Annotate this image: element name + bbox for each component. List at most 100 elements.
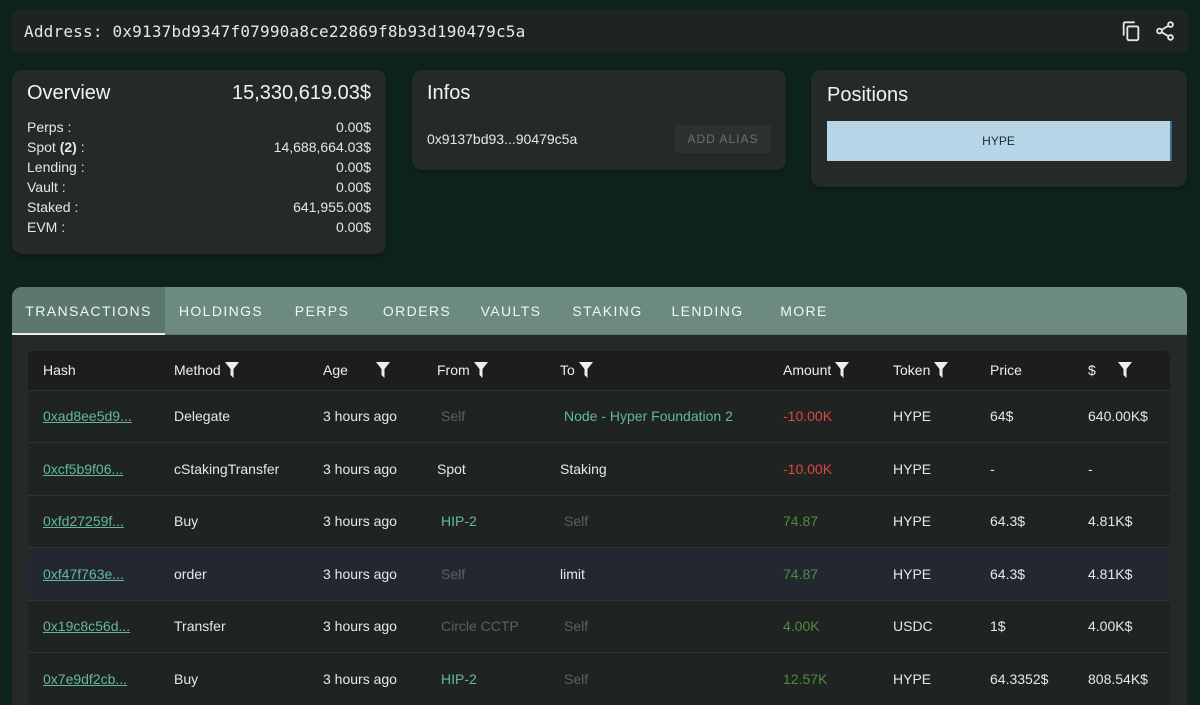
filter-icon[interactable] [375, 362, 390, 379]
tx-price: 64.3352$ [990, 671, 1049, 687]
tx-from: Circle CCTP [441, 618, 519, 635]
tx-token: HYPE [893, 671, 932, 687]
filter-icon[interactable] [934, 362, 949, 379]
add-alias-button[interactable]: ADD ALIAS [675, 125, 771, 153]
overview-value: 0.00$ [335, 119, 371, 135]
overview-card: Overview 15,330,619.03$ Perps : 0.00$ Sp… [12, 70, 386, 254]
tab-lending[interactable]: LENDING [671, 302, 744, 319]
tx-hash-link[interactable]: 0xf47f763e... [43, 565, 124, 582]
transactions-panel: TRANSACTIONS HOLDINGS PERPS ORDERS VAULT… [12, 287, 1187, 705]
tx-method: Transfer [174, 618, 226, 635]
overview-total: 15,330,619.03$ [231, 82, 371, 104]
tx-from[interactable]: HIP-2 [441, 513, 477, 530]
table-row: 0xf47f763e... order 3 hours ago Self lim… [28, 547, 1170, 600]
tx-token: HYPE [893, 565, 932, 582]
tx-from: Spot [437, 460, 466, 477]
tx-to: Self [564, 618, 589, 635]
tab-staking[interactable]: STAKING [572, 302, 643, 319]
overview-row-lending: Lending : 0.00$ [27, 157, 371, 177]
header-age: Age [308, 351, 422, 390]
infos-card: Infos 0x9137bd93...90479c5a ADD ALIAS [412, 70, 786, 170]
tx-hash-link[interactable]: 0xfd27259f... [43, 513, 124, 530]
tx-method: order [174, 565, 207, 582]
tab-vaults[interactable]: VAULTS [480, 302, 542, 319]
filter-icon[interactable] [473, 362, 488, 379]
tab-holdings[interactable]: HOLDINGS [178, 302, 264, 319]
tx-usd: 4.81K$ [1088, 513, 1133, 530]
tx-price: 64.3$ [990, 513, 1026, 530]
tx-amount: -10.00K [783, 408, 833, 425]
tx-to[interactable]: Node - Hyper Foundation 2 [564, 408, 733, 425]
table-row: 0xcf5b9f06... cStakingTransfer 3 hours a… [28, 442, 1170, 496]
infos-title: Infos [427, 82, 471, 104]
share-icon[interactable] [1154, 20, 1176, 42]
overview-value: 0.00$ [335, 179, 371, 195]
tx-to: Self [564, 671, 589, 687]
header-usd: $ [1073, 351, 1170, 390]
tx-method: Buy [174, 513, 199, 530]
tx-age: 3 hours ago [323, 460, 397, 477]
tx-hash-link[interactable]: 0xad8ee5d9... [43, 408, 132, 425]
tx-token: HYPE [893, 460, 932, 477]
table-row: 0xad8ee5d9... Delegate 3 hours ago Self … [28, 390, 1170, 443]
tx-amount: 74.87 [783, 513, 819, 530]
header-hash: Hash [43, 362, 76, 379]
overview-row-evm: EVM : 0.00$ [27, 217, 371, 237]
overview-row-vault: Vault : 0.00$ [27, 177, 371, 197]
tx-method: Delegate [174, 408, 231, 425]
tx-usd: 4.81K$ [1088, 565, 1133, 582]
copy-icon[interactable] [1120, 20, 1142, 42]
overview-label: Perps : [27, 119, 72, 135]
tab-bar: TRANSACTIONS HOLDINGS PERPS ORDERS VAULT… [12, 287, 1187, 335]
tx-price: 64$ [990, 408, 1014, 425]
filter-icon[interactable] [1117, 362, 1132, 379]
filter-icon[interactable] [224, 362, 239, 379]
tx-to: Staking [560, 460, 607, 477]
overview-row-staked: Staked : 641,955.00$ [27, 197, 371, 217]
overview-row-spot: Spot (2) : 14,688,664.03$ [27, 137, 371, 157]
position-bar-label: HYPE [982, 134, 1015, 148]
tx-age: 3 hours ago [323, 513, 397, 530]
tx-amount: 74.87 [783, 565, 819, 582]
filter-icon[interactable] [835, 362, 850, 379]
tab-more[interactable]: MORE [780, 302, 828, 319]
tx-token: USDC [893, 618, 933, 635]
tx-to: Self [564, 513, 589, 530]
tx-from: Self [441, 408, 466, 425]
tab-transactions[interactable]: TRANSACTIONS [12, 287, 165, 335]
tx-hash-link[interactable]: 0x19c8c56d... [43, 618, 131, 635]
tx-token: HYPE [893, 408, 932, 425]
overview-label: Staked : [27, 199, 79, 215]
tx-age: 3 hours ago [323, 408, 397, 425]
overview-value: 641,955.00$ [293, 199, 371, 215]
tx-age: 3 hours ago [323, 565, 397, 582]
tx-hash-link[interactable]: 0xcf5b9f06... [43, 460, 124, 477]
infos-address: 0x9137bd93...90479c5a [427, 131, 578, 147]
tab-perps[interactable]: PERPS [294, 302, 350, 319]
overview-label: Vault : [27, 179, 66, 195]
tx-hash-link[interactable]: 0x7e9df2cb... [43, 671, 128, 687]
tx-price: 1$ [990, 618, 1006, 635]
overview-title: Overview [27, 82, 111, 104]
overview-value: 0.00$ [335, 159, 371, 175]
position-bar-hype[interactable]: HYPE [827, 121, 1172, 161]
overview-label: Lending : [27, 159, 85, 175]
tx-method: cStakingTransfer [174, 460, 280, 477]
overview-value: 0.00$ [335, 219, 371, 235]
overview-label: Spot (2) : [27, 139, 85, 155]
positions-card: Positions HYPE [811, 70, 1187, 187]
tab-orders[interactable]: ORDERS [382, 302, 452, 319]
tx-token: HYPE [893, 513, 932, 530]
tx-usd: 4.00K$ [1088, 618, 1133, 635]
address-label: Address: 0x9137bd9347f07990a8ce22869f8b9… [24, 21, 526, 41]
header-token: Token [878, 351, 975, 390]
filter-icon[interactable] [578, 362, 593, 379]
tx-method: Buy [174, 671, 199, 687]
header-amount: Amount [768, 351, 878, 390]
header-from: From [422, 351, 545, 390]
tx-amount: 12.57K [783, 671, 828, 687]
tx-from[interactable]: HIP-2 [441, 671, 477, 687]
tx-usd: 808.54K$ [1088, 671, 1148, 687]
transactions-table: Hash Method Age From To Amount Token Pri… [28, 351, 1170, 705]
tx-from: Self [441, 565, 466, 582]
